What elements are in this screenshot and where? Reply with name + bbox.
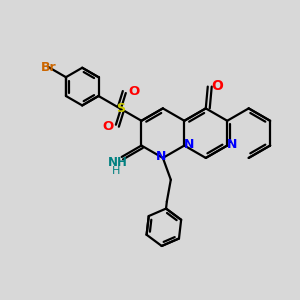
- Text: O: O: [128, 85, 139, 98]
- Text: Br: Br: [41, 61, 57, 74]
- Text: O: O: [212, 79, 224, 93]
- Text: N: N: [156, 150, 166, 164]
- Text: S: S: [116, 102, 125, 116]
- Text: N: N: [184, 138, 194, 151]
- Text: H: H: [112, 166, 120, 176]
- Text: O: O: [102, 120, 114, 133]
- Text: NH: NH: [108, 156, 128, 170]
- Text: N: N: [227, 138, 237, 151]
